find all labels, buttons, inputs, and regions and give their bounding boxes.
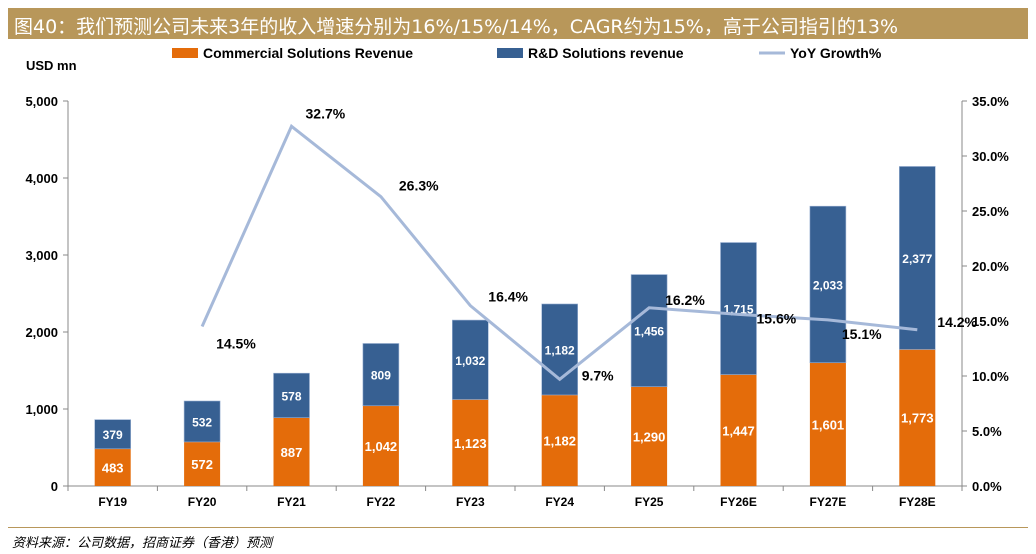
- left-tick-label: 2,000: [25, 325, 58, 340]
- x-tick-label: FY27E: [810, 495, 847, 509]
- legend-label: R&D Solutions revenue: [528, 45, 684, 61]
- left-tick-label: 4,000: [25, 171, 58, 186]
- bar-label-rnd: 1,032: [455, 354, 485, 368]
- left-axis-label: USD mn: [26, 58, 77, 73]
- bar-label-commercial: 1,042: [365, 439, 398, 454]
- bar-label-commercial: 1,290: [633, 429, 666, 444]
- bar-label-rnd: 379: [103, 428, 123, 442]
- bar-label-rnd: 2,033: [813, 278, 843, 292]
- growth-label: 14.2%: [937, 314, 977, 330]
- legend-swatch: [172, 48, 198, 58]
- bar-rnd: [809, 205, 847, 364]
- bar-commercial: [631, 386, 668, 486]
- growth-label: 16.2%: [665, 292, 705, 308]
- bar-label-commercial: 1,182: [543, 433, 576, 448]
- bar-label-rnd: 1,456: [634, 325, 664, 339]
- x-tick-label: FY24: [545, 495, 574, 509]
- x-tick-label: FY19: [98, 495, 127, 509]
- growth-label: 15.1%: [842, 326, 882, 342]
- bar-label-commercial: 1,123: [454, 436, 487, 451]
- legend-label: Commercial Solutions Revenue: [203, 45, 413, 61]
- bar-label-commercial: 572: [191, 457, 213, 472]
- source-note: 资料来源：公司数据，招商证券（香港）预测: [12, 536, 273, 551]
- chart-title: 图40：我们预测公司未来3年的收入增速分别为16%/15%/14%，CAGR约为…: [14, 16, 899, 38]
- bar-rnd: [898, 166, 936, 350]
- x-tick-label: FY21: [277, 495, 306, 509]
- left-tick-label: 1,000: [25, 402, 58, 417]
- growth-line: [200, 123, 918, 382]
- right-tick-label: 25.0%: [972, 204, 1009, 219]
- bar-label-commercial: 887: [281, 445, 303, 460]
- legend-swatch: [497, 48, 523, 58]
- bar-label-rnd: 1,182: [545, 343, 575, 357]
- title-bar: [8, 8, 1028, 39]
- bar-rnd: [720, 242, 757, 375]
- bar-commercial: [184, 441, 221, 486]
- bar-label-commercial: 1,773: [901, 411, 934, 426]
- growth-label: 15.6%: [757, 310, 797, 326]
- right-tick-label: 30.0%: [972, 149, 1009, 164]
- bar-rnd: [451, 319, 489, 400]
- bar-commercial: [899, 349, 936, 486]
- bar-commercial: [541, 394, 578, 486]
- left-tick-label: 5,000: [25, 94, 58, 109]
- x-tick-label: FY25: [635, 495, 664, 509]
- bar-commercial: [809, 362, 846, 486]
- right-tick-label: 15.0%: [972, 314, 1009, 329]
- bar-label-rnd: 578: [281, 389, 301, 403]
- x-tick-label: FY22: [367, 495, 396, 509]
- bar-rnd: [94, 419, 131, 450]
- bar-label-commercial: 1,447: [722, 423, 755, 438]
- source-divider: [8, 527, 1028, 528]
- left-tick-label: 3,000: [25, 248, 58, 263]
- right-tick-label: 10.0%: [972, 369, 1009, 384]
- legend-label: YoY Growth%: [790, 45, 882, 61]
- left-tick-label: 0: [51, 479, 58, 494]
- right-tick-label: 20.0%: [972, 259, 1009, 274]
- right-tick-label: 35.0%: [972, 94, 1009, 109]
- growth-label: 14.5%: [216, 336, 256, 352]
- growth-label: 26.3%: [399, 178, 439, 194]
- bar-label-commercial: 1,601: [812, 417, 845, 432]
- bar-rnd: [273, 372, 310, 419]
- x-tick-label: FY23: [456, 495, 485, 509]
- x-tick-label: FY20: [188, 495, 217, 509]
- right-tick-label: 5.0%: [972, 424, 1002, 439]
- x-tick-label: FY28E: [899, 495, 936, 509]
- bar-commercial: [94, 448, 131, 486]
- bar-label-rnd: 2,377: [902, 252, 932, 266]
- growth-label: 16.4%: [488, 289, 528, 305]
- bar-commercial: [720, 374, 757, 486]
- bar-label-rnd: 809: [371, 369, 391, 383]
- bar-rnd: [183, 400, 221, 443]
- bar-rnd: [630, 274, 668, 387]
- bar-commercial: [452, 399, 489, 486]
- right-tick-label: 0.0%: [972, 479, 1002, 494]
- bar-label-commercial: 483: [102, 460, 124, 475]
- growth-label: 32.7%: [306, 105, 346, 121]
- growth-label: 9.7%: [582, 367, 614, 383]
- bar-label-rnd: 532: [192, 415, 212, 429]
- bar-commercial: [273, 417, 310, 486]
- x-tick-label: FY26E: [720, 495, 757, 509]
- bar-rnd: [362, 343, 400, 407]
- bar-commercial: [362, 405, 399, 486]
